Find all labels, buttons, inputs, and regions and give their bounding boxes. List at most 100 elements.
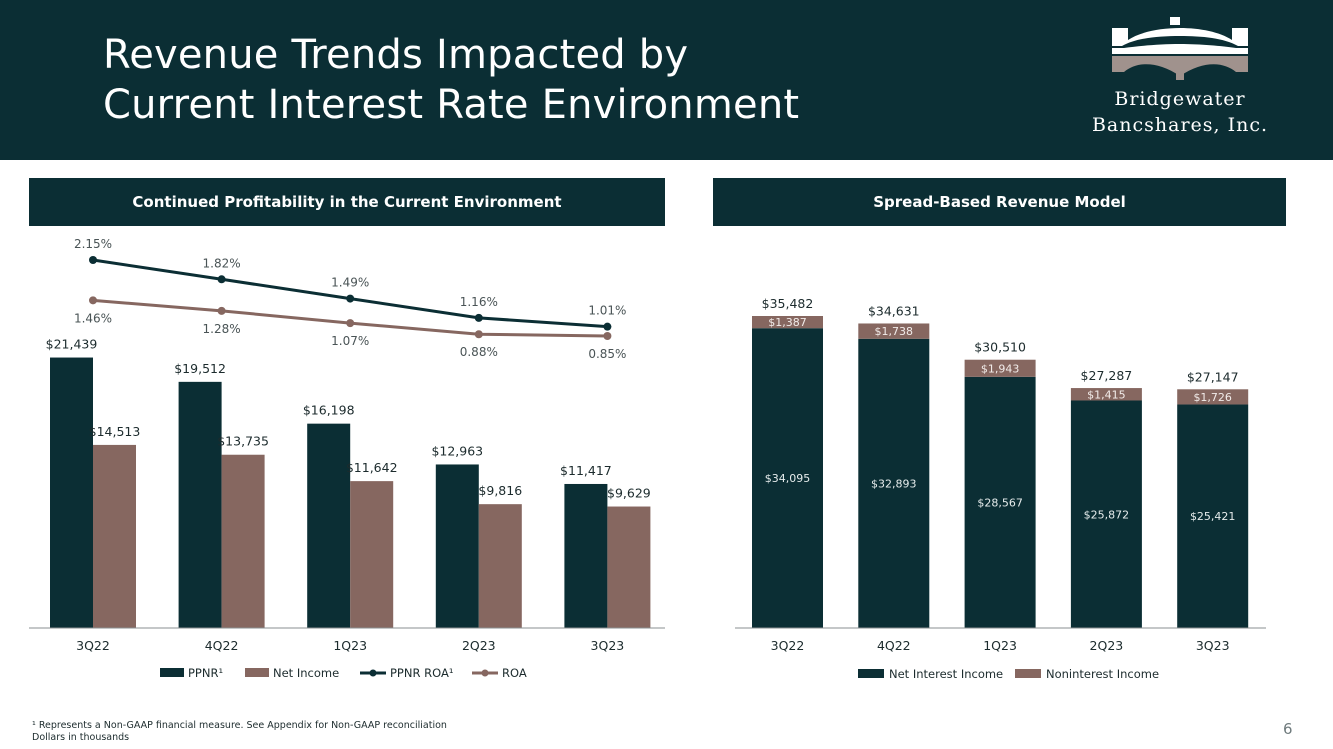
roa-point — [474, 330, 483, 339]
roa-label: 0.88% — [460, 345, 498, 359]
nonint-label: $1,943 — [981, 362, 1020, 375]
nii-bar-3q23 — [1177, 404, 1249, 628]
total-label: $27,147 — [1187, 369, 1239, 384]
roa-point — [89, 296, 97, 305]
footnote: ¹ Represents a Non-GAAP financial measur… — [32, 720, 447, 744]
footnote-line-2: Dollars in thousands — [32, 732, 130, 743]
total-label: $34,631 — [868, 303, 920, 318]
x-tick-label: 4Q22 — [877, 638, 911, 653]
net-income-label: $13,735 — [217, 434, 269, 449]
ppnr-roa-point — [603, 322, 612, 331]
x-tick-label: 3Q23 — [1196, 638, 1230, 653]
ppnr-roa-label: 1.01% — [588, 304, 626, 318]
roa-label: 1.28% — [203, 322, 241, 336]
x-tick-label: 2Q23 — [462, 638, 496, 653]
slide-title: Revenue Trends Impacted by Current Inter… — [103, 30, 799, 130]
nii-label: $28,567 — [977, 496, 1023, 509]
nii-label: $25,421 — [1190, 510, 1236, 523]
logo-line-2: Bancshares, Inc. — [1091, 114, 1269, 136]
ppnr-bar-3q23 — [564, 483, 608, 628]
ppnr-bar-2q23 — [435, 464, 479, 628]
roa-point — [346, 319, 355, 328]
legend-ppnr-swatch — [160, 668, 184, 677]
x-tick-label: 3Q22 — [76, 638, 110, 653]
net-income-label: $11,642 — [346, 460, 398, 475]
right-chart-title: Spread-Based Revenue Model — [873, 193, 1126, 211]
nii-bar-1q23 — [964, 376, 1036, 628]
nonint-bar-3q22 — [752, 316, 823, 329]
nonint-bar-2q23 — [1070, 388, 1142, 401]
left-chart-title: Continued Profitability in the Current E… — [132, 193, 562, 211]
page-number: 6 — [1283, 720, 1293, 738]
net-income-bar-1q23 — [350, 481, 394, 628]
ppnr-bar-3q22 — [50, 357, 93, 628]
net-income-label: $9,816 — [478, 483, 522, 498]
nonint-label: $1,726 — [1193, 391, 1232, 404]
legend-ppnr-roa-marker — [369, 669, 377, 677]
total-label: $35,482 — [762, 296, 814, 311]
x-tick-label: 1Q23 — [983, 638, 1017, 653]
nii-bar-4q22 — [858, 338, 930, 628]
net-income-bar-4q22 — [221, 454, 265, 628]
ppnr-roa-point — [217, 275, 226, 284]
ppnr-roa-label: 1.82% — [203, 256, 241, 270]
roa-label: 0.85% — [588, 347, 626, 361]
nii-bar-2q23 — [1070, 400, 1142, 628]
x-tick-label: 4Q22 — [205, 638, 239, 653]
nii-label: $34,095 — [765, 472, 811, 485]
ppnr-bar-1q23 — [307, 423, 351, 628]
x-tick-label: 2Q23 — [1090, 638, 1124, 653]
roa-point — [603, 332, 612, 340]
footnote-line-1: ¹ Represents a Non-GAAP financial measur… — [32, 720, 447, 731]
net-income-label: $14,513 — [89, 424, 141, 439]
net-income-label: $9,629 — [607, 486, 651, 501]
net-income-bar-2q23 — [478, 504, 522, 628]
ppnr-roa-label: 1.16% — [460, 295, 498, 309]
title-line-2: Current Interest Rate Environment — [103, 82, 800, 128]
nii-bar-3q22 — [752, 328, 823, 628]
ppnr-roa-label: 1.49% — [331, 276, 369, 290]
legend-nii-label: Net Interest Income — [889, 667, 1003, 681]
title-line-1: Revenue Trends Impacted by — [103, 32, 689, 78]
logo-line-1: Bridgewater — [1114, 88, 1246, 110]
roa-point — [217, 306, 226, 315]
legend-net-income-label: Net Income — [273, 666, 339, 680]
ppnr-label: $11,417 — [560, 463, 612, 478]
x-tick-label: 3Q23 — [591, 638, 625, 653]
legend-ppnr-roa-label: PPNR ROA¹ — [390, 666, 453, 680]
legend-nonint-label: Noninterest Income — [1046, 667, 1159, 681]
bridge-emblem-icon — [1112, 17, 1248, 80]
total-label: $30,510 — [974, 340, 1026, 355]
ppnr-roa-point — [89, 256, 97, 264]
ppnr-roa-point — [474, 313, 483, 322]
roa-label: 1.07% — [331, 334, 369, 348]
slide-header: Revenue Trends Impacted by Current Inter… — [0, 0, 1333, 160]
ppnr-roa-label: 2.15% — [74, 237, 112, 251]
legend-nii-swatch — [858, 669, 884, 678]
total-label: $27,287 — [1081, 368, 1133, 383]
legend-roa-label: ROA — [502, 666, 527, 680]
company-logo: Bridgewater Bancshares, Inc. — [1060, 14, 1300, 144]
nii-label: $32,893 — [871, 477, 917, 490]
ppnr-label: $16,198 — [303, 403, 355, 418]
ppnr-label: $19,512 — [174, 361, 226, 376]
legend-roa-marker — [481, 669, 489, 677]
x-tick-label: 3Q22 — [771, 638, 805, 653]
nonint-bar-3q23 — [1177, 389, 1249, 405]
legend-nonint-swatch — [1015, 669, 1041, 678]
left-panel-header: Continued Profitability in the Current E… — [29, 178, 665, 226]
x-tick-label: 1Q23 — [333, 638, 367, 653]
nii-label: $25,872 — [1084, 508, 1130, 521]
right-panel-header: Spread-Based Revenue Model — [713, 178, 1286, 226]
nonint-label: $1,387 — [768, 316, 807, 329]
roa-label: 1.46% — [74, 311, 112, 325]
net-income-bar-3q22 — [93, 444, 136, 628]
nonint-label: $1,738 — [875, 325, 914, 338]
ppnr-label: $12,963 — [431, 443, 483, 458]
ppnr-roa-point — [346, 294, 355, 303]
nonint-bar-1q23 — [964, 359, 1036, 377]
legend-ppnr-label: PPNR¹ — [188, 666, 223, 680]
ppnr-label: $21,439 — [46, 337, 98, 352]
ppnr-bar-4q22 — [178, 381, 222, 628]
